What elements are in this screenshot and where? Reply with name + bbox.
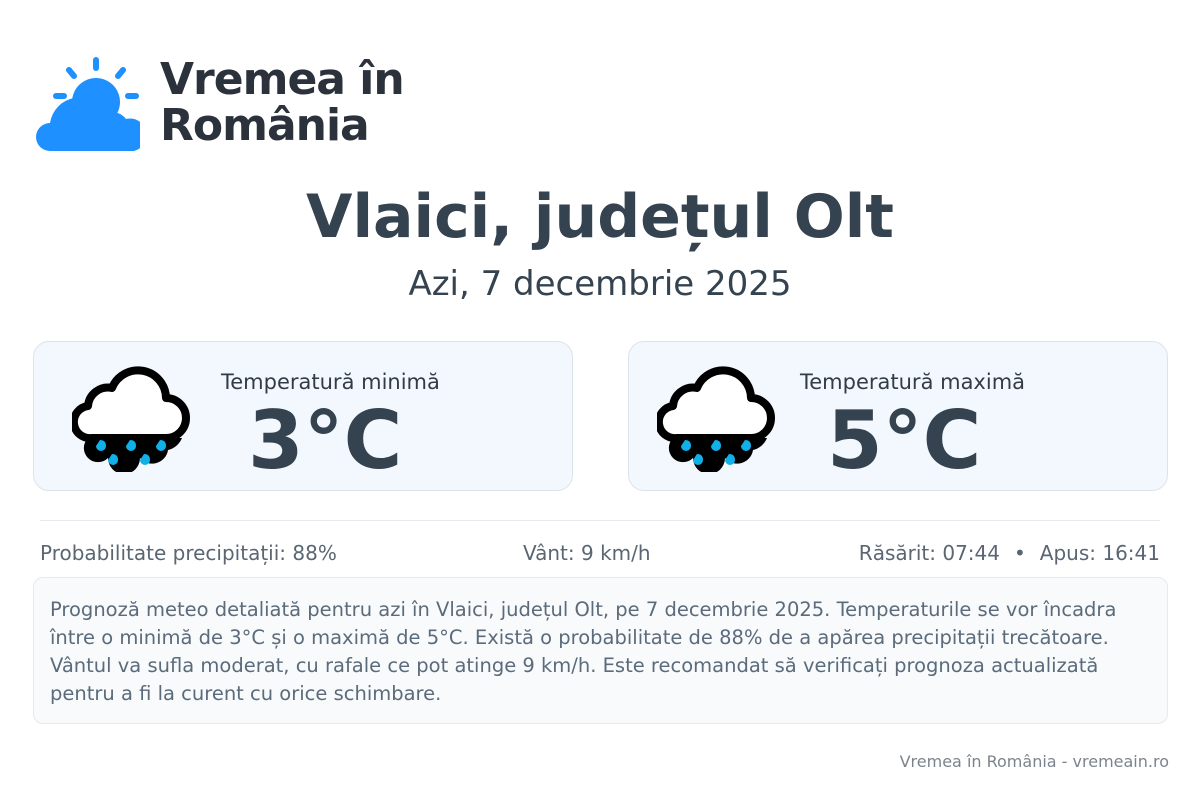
sunrise-stat: Răsărit: 07:44 [858, 541, 1000, 565]
forecast-description: Prognoză meteo detaliată pentru azi în V… [33, 577, 1168, 724]
sun-cloud-icon [36, 57, 140, 151]
page-title: Vlaici, județul Olt [306, 182, 894, 252]
date-subtitle: Azi, 7 decembrie 2025 [408, 264, 792, 304]
max-temp-card: Temperatură maximă 5°C [628, 341, 1168, 491]
brand-name: Vremea în România [160, 54, 405, 151]
max-temp-value: 5°C [827, 394, 982, 487]
rain-cloud-icon [72, 366, 190, 472]
min-temp-value: 3°C [248, 394, 403, 487]
brand-line-1: Vremea în [160, 54, 405, 105]
logo[interactable]: Vremea în România [36, 54, 405, 152]
separator-dot: • [1013, 541, 1026, 565]
precipitation-stat: Probabilitate precipitații: 88% [40, 541, 337, 565]
min-temp-label: Temperatură minimă [221, 370, 440, 394]
wind-stat: Vânt: 9 km/h [523, 541, 651, 565]
brand-line-2: România [160, 100, 370, 151]
footer-credit[interactable]: Vremea în România - vremeain.ro [899, 752, 1169, 771]
sunset-stat: Apus: 16:41 [1039, 541, 1160, 565]
rain-cloud-icon [657, 366, 775, 472]
min-temp-card: Temperatură minimă 3°C [33, 341, 573, 491]
divider [40, 520, 1160, 521]
sun-times: Răsărit: 07:44 • Apus: 16:41 [859, 541, 1160, 565]
max-temp-label: Temperatură maximă [800, 370, 1026, 394]
